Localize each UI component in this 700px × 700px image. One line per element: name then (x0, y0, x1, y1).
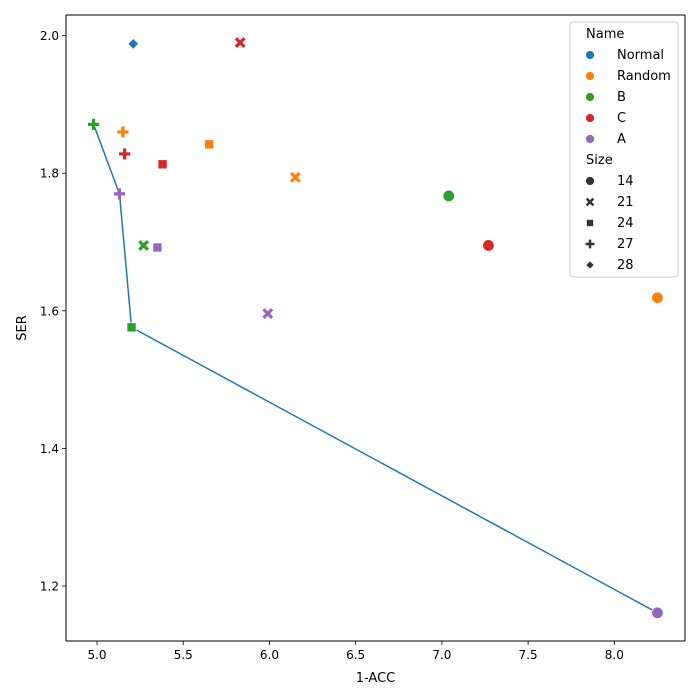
x-tick-label: 5.5 (174, 648, 193, 662)
x-tick-label: 6.0 (260, 648, 279, 662)
legend-label-b: B (617, 90, 626, 105)
data-point-random-27 (117, 126, 129, 138)
legend-label-size-28: 28 (617, 258, 634, 273)
data-point-c-24 (157, 159, 168, 170)
y-tick-label: 1.6 (40, 304, 59, 318)
legend-marker-normal (585, 50, 595, 60)
data-point-random-24 (204, 139, 215, 150)
x-tick-label: 7.0 (432, 648, 451, 662)
legend-label-size-14: 14 (617, 174, 634, 189)
legend-marker-size-24 (586, 219, 594, 227)
data-point-a-21 (262, 308, 274, 319)
data-point-c-21 (234, 37, 246, 48)
legend-marker-size-28 (585, 260, 595, 270)
x-axis-label: 1-ACC (356, 671, 396, 686)
data-point-b-21 (138, 240, 150, 251)
legend-title-size: Size (586, 153, 613, 168)
legend-marker-size-14 (585, 176, 595, 186)
x-tick-label: 7.5 (519, 648, 538, 662)
x-tick-label: 8.0 (605, 648, 624, 662)
y-tick-label: 2.0 (40, 29, 59, 43)
x-tick-label: 6.5 (346, 648, 365, 662)
data-point-b-14 (442, 189, 455, 203)
legend-label-size-24: 24 (617, 216, 634, 231)
data-point-random-21 (289, 171, 301, 183)
legend-marker-size-21 (585, 197, 595, 207)
legend-label-c: C (617, 111, 626, 126)
data-point-random-14 (651, 291, 664, 304)
legend-label-a: A (617, 132, 626, 147)
data-points-layer (87, 37, 664, 619)
legend-marker-size-27 (585, 239, 595, 249)
legend-marker-c (585, 113, 595, 123)
legend-label-random: Random (617, 69, 671, 84)
y-axis-label: SER (15, 315, 30, 341)
data-point-b-27 (87, 118, 100, 130)
x-axis-ticks: 5.0 5.5 6.0 6.5 7.0 7.5 8.0 (87, 641, 624, 662)
pareto-frontier-layer (92, 124, 658, 614)
legend-marker-a (585, 134, 595, 144)
legend: Name Normal Random BCA Size 14 21 24 27 28 (569, 21, 679, 278)
legend-label-size-21: 21 (617, 195, 634, 210)
legend-label-size-27: 27 (617, 237, 634, 252)
legend-marker-b (585, 92, 595, 102)
legend-box (569, 21, 679, 278)
data-point-b-24 (126, 322, 137, 333)
y-tick-label: 1.2 (40, 579, 59, 593)
data-point-a-24 (152, 242, 163, 253)
legend-label-normal: Normal (617, 48, 664, 63)
legend-marker-random (585, 71, 595, 81)
data-point-c-27 (119, 148, 131, 160)
y-tick-label: 1.4 (40, 442, 59, 456)
data-point-normal-28 (127, 37, 140, 50)
data-point-a-14 (651, 606, 664, 619)
pareto-frontier-line (92, 124, 658, 614)
data-point-c-14 (482, 239, 495, 252)
plot-frame (65, 14, 686, 642)
data-point-a-27 (113, 188, 126, 200)
legend-title-name: Name (586, 27, 624, 42)
y-tick-label: 1.8 (40, 167, 59, 181)
y-axis-ticks: 1.2 1.4 1.6 1.8 2.0 (40, 29, 66, 593)
x-tick-label: 5.0 (87, 648, 106, 662)
